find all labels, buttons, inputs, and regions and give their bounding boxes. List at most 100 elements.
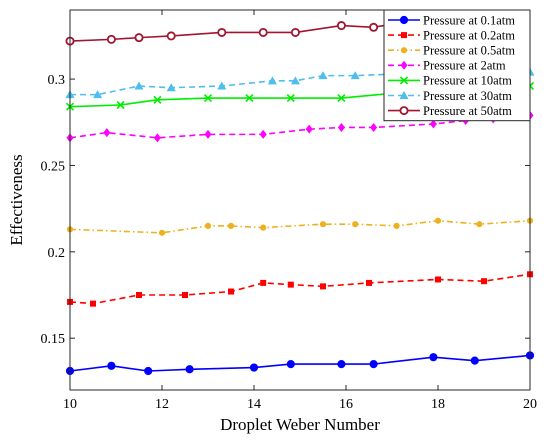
data-point [259,129,267,139]
data-point [227,222,235,230]
data-point [290,27,300,37]
legend-item: Pressure at 2atm [388,59,506,73]
legend-label: Pressure at 2atm [423,59,506,73]
series-0 [65,351,535,376]
data-point [352,221,359,228]
x-axis-label: Droplet Weber Number [220,415,380,434]
x-tick-label: 12 [155,397,169,412]
data-point [153,95,162,104]
legend-swatch-marker [400,60,408,70]
data-point [203,94,213,103]
data-point [260,224,267,231]
data-point [166,83,176,92]
data-point [217,81,227,90]
data-point [287,281,294,288]
data-point [481,278,487,285]
y-tick-label: 0.2 [48,246,66,261]
data-point [337,122,345,132]
legend-label: Pressure at 0.5atm [423,44,515,58]
legend-swatch-marker [399,76,409,85]
series-line [69,219,531,234]
data-point [336,21,346,31]
data-point [103,128,111,138]
y-tick-label: 0.25 [41,159,66,174]
data-point [320,283,326,290]
data-point [318,71,328,80]
data-point [286,359,295,369]
data-point [158,229,166,236]
y-tick-label: 0.15 [41,332,66,347]
legend-label: Pressure at 0.1atm [423,13,515,27]
data-point [290,76,300,85]
data-point [366,279,372,286]
legend-label: Pressure at 30atm [423,89,512,103]
legend-item: Pressure at 0.1atm [388,13,515,27]
legend-swatch-marker [399,15,409,25]
data-point [429,353,438,362]
axis-ticks: 10 12 14 16 18 20 0.15 0.2 0.25 0.3 [41,10,537,412]
data-point [258,27,268,37]
legend-swatch-marker [400,47,408,54]
legend-item: Pressure at 10atm [388,74,512,88]
legend-swatch-marker [399,106,409,116]
data-point [116,100,125,110]
x-tick-label: 18 [431,397,445,412]
data-point [182,292,188,298]
legend-swatch-marker [401,32,407,39]
data-point [370,122,378,132]
data-point [185,365,194,374]
data-point [136,292,142,298]
x-tick-label: 20 [523,397,537,412]
data-point [393,222,400,230]
series-line [69,19,416,42]
data-point [350,71,360,80]
data-point [434,217,442,224]
series-line [69,273,531,305]
data-point [319,221,327,228]
data-point [249,363,259,372]
y-axis-label: Effectiveness [7,154,26,245]
data-point [305,124,313,134]
data-point [267,76,277,85]
data-point [245,94,254,103]
legend-label: Pressure at 0.2atm [423,28,515,42]
legend-item: Pressure at 0.5atm [388,44,515,58]
data-point [286,94,295,103]
data-point [90,300,96,307]
data-point [369,359,378,369]
legend-label: Pressure at 10atm [423,74,512,88]
data-point [429,119,437,129]
data-point [228,288,234,295]
y-tick-label: 0.3 [48,73,66,88]
data-point [337,94,346,103]
data-point [93,90,103,99]
legend-item: Pressure at 0.2atm [388,28,515,42]
legend-item: Pressure at 30atm [388,89,512,103]
data-point [134,33,144,43]
legend-label: Pressure at 50atm [423,104,512,118]
data-point [107,361,116,370]
series-layer [65,15,535,376]
data-point [260,279,267,286]
plot-area-frame [69,9,531,391]
data-point [166,31,176,41]
data-point [204,222,212,230]
data-point [337,359,346,369]
data-point [106,34,116,44]
data-point [204,129,212,139]
data-point [217,27,227,37]
data-point [153,133,161,143]
legend-item: Pressure at 50atm [388,104,512,118]
data-point [435,276,441,283]
legend-swatch-marker [399,91,409,99]
data-point [369,22,379,32]
data-point [144,366,153,376]
x-tick-label: 16 [339,397,353,412]
data-point [470,356,479,365]
x-tick-label: 14 [247,397,261,412]
data-point [476,221,483,228]
x-tick-label: 10 [63,397,77,412]
data-point [134,81,144,90]
